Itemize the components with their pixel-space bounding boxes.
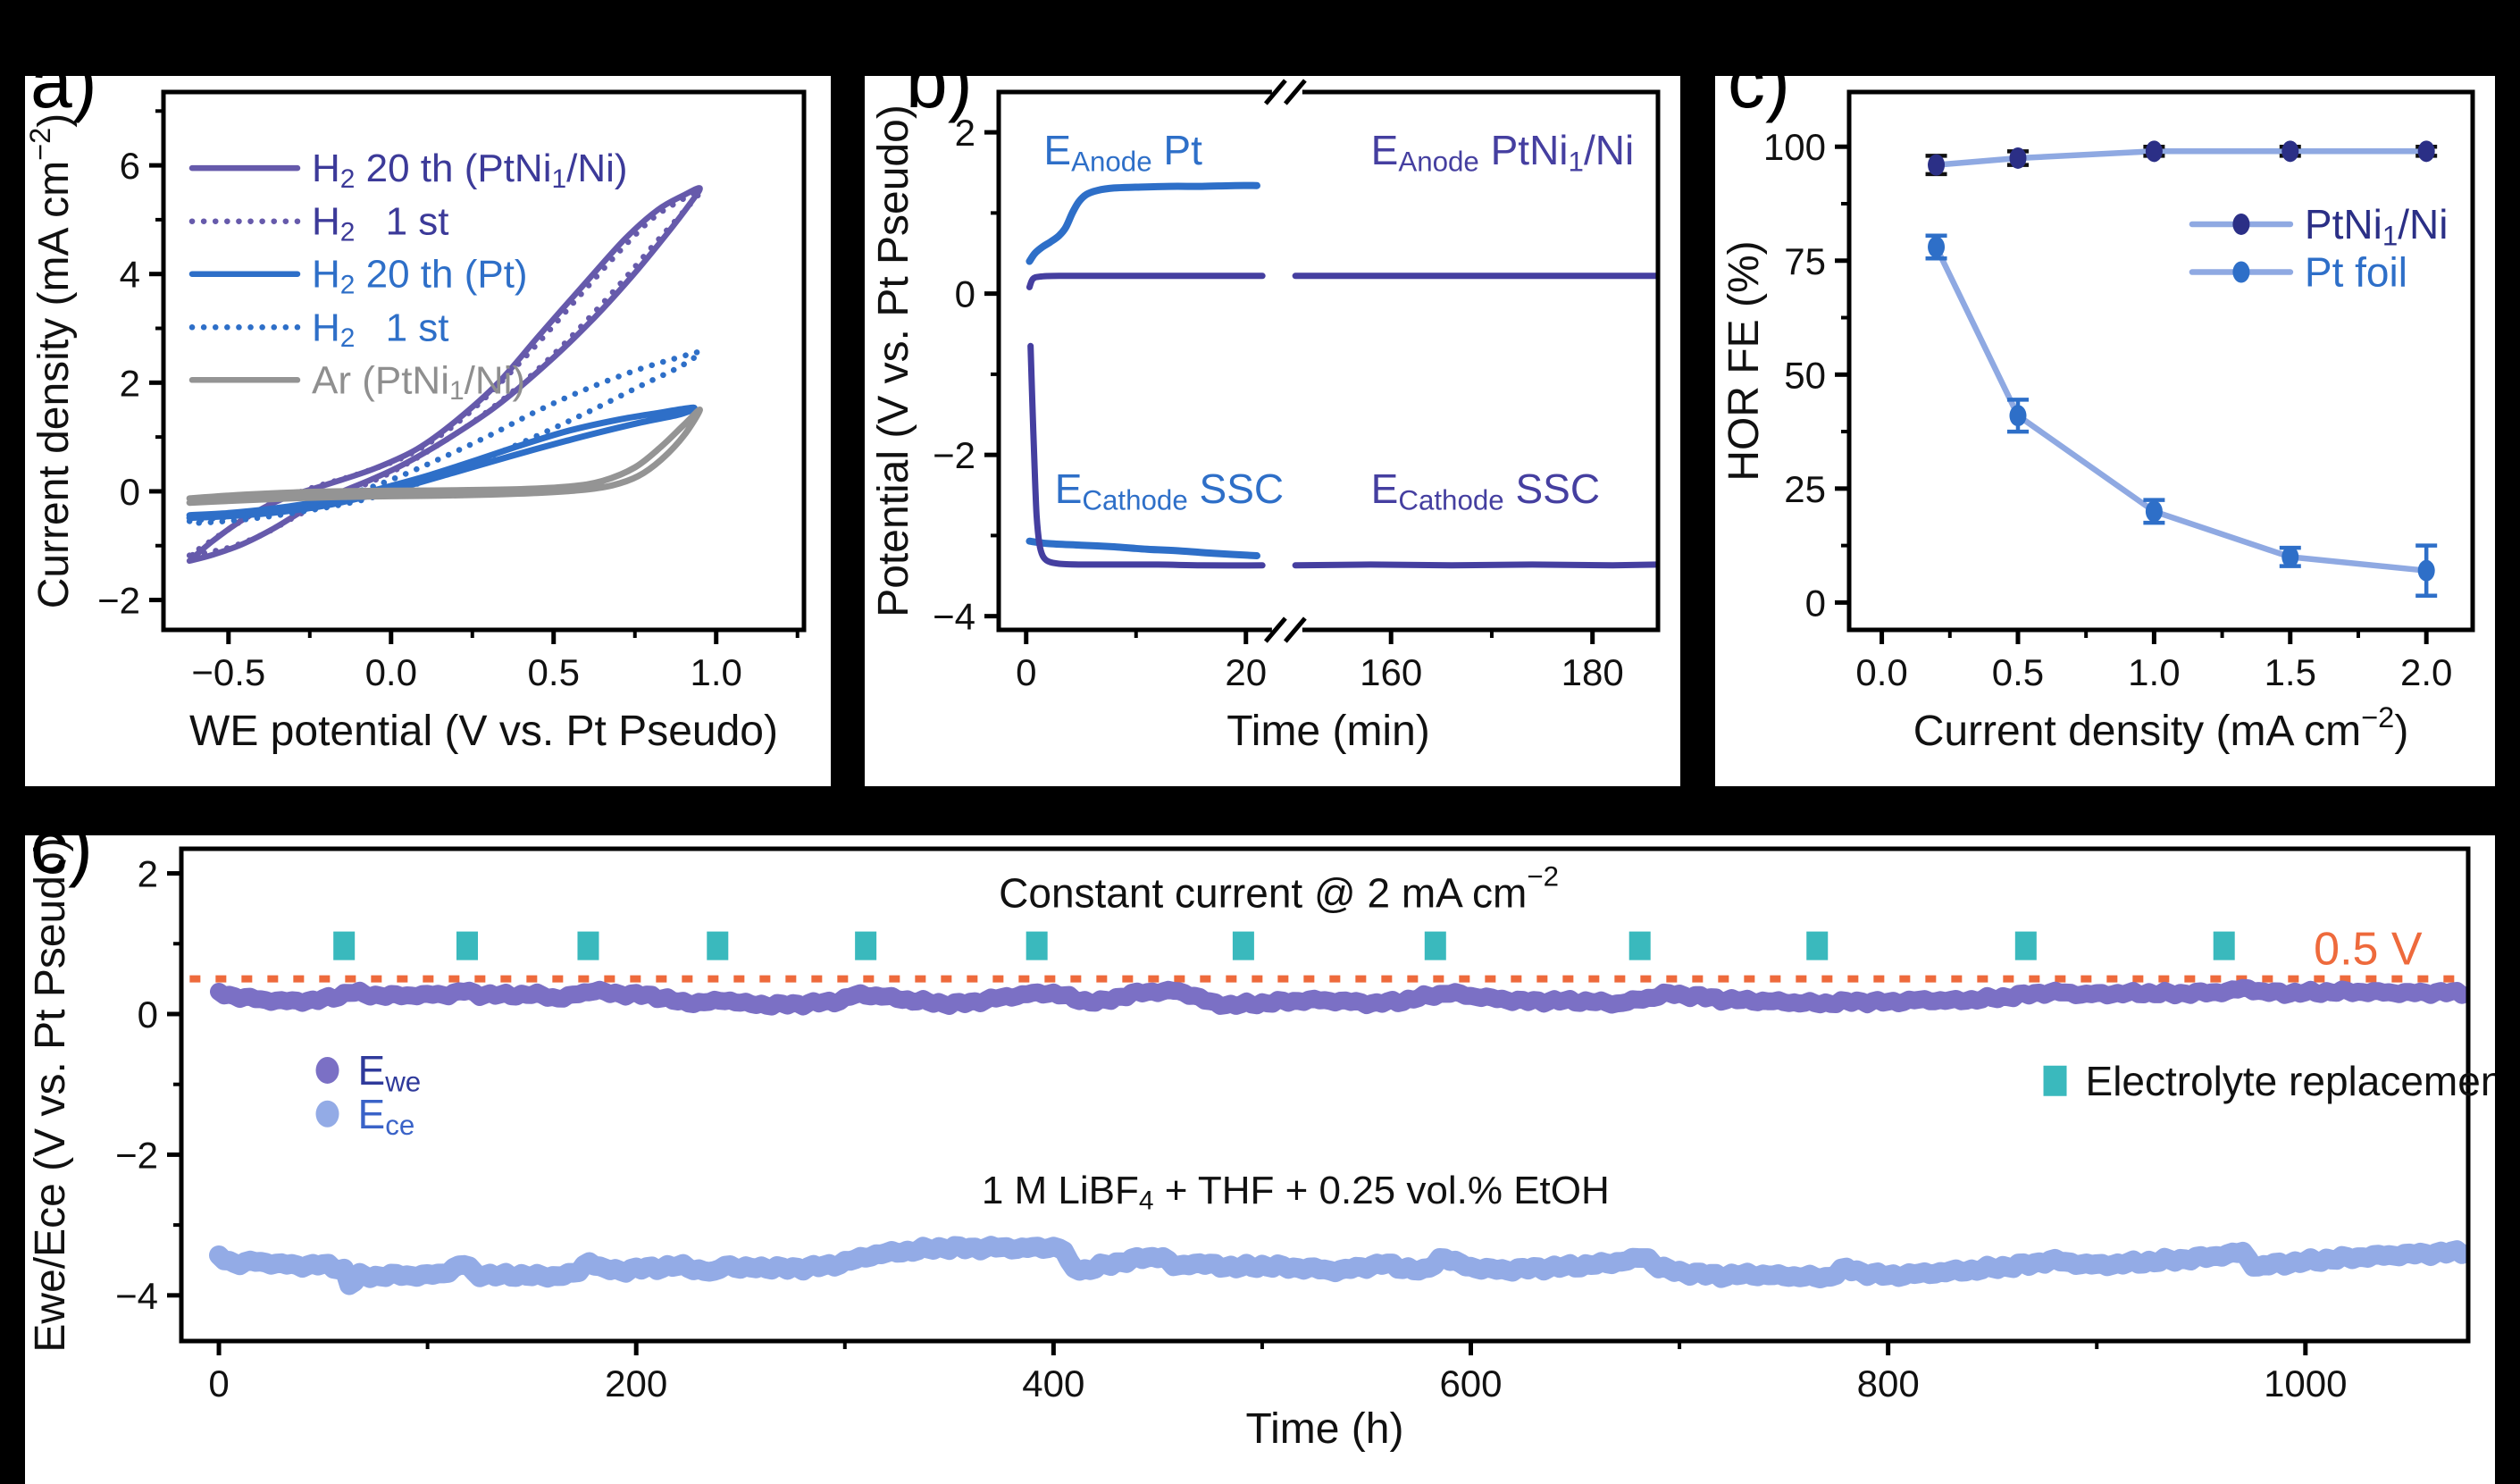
panel-label-c: c) <box>1728 76 1790 123</box>
svg-text:0.5: 0.5 <box>1992 651 2044 693</box>
svg-text:6: 6 <box>120 145 140 187</box>
svg-text:0: 0 <box>138 994 158 1035</box>
svg-text:Current density (mA cm−2): Current density (mA cm−2) <box>1913 700 2409 755</box>
svg-text:WE potential (V vs. Pt Pseudo): WE potential (V vs. Pt Pseudo) <box>189 708 778 755</box>
svg-text:Ece: Ece <box>358 1091 415 1141</box>
svg-text:2: 2 <box>955 112 975 154</box>
stability-chart: 0 200 400 600 800 1000 2 0 −2 −4 Time (h) Ewe/Ece (… <box>27 837 2495 1453</box>
svg-text:H2 20 th (Pt): H2 20 th (Pt) <box>312 252 528 299</box>
svg-text:H2 1 st: H2 1 st <box>312 199 449 247</box>
svg-text:ECathode SSC: ECathode SSC <box>1371 465 1600 516</box>
svg-text:Ar (PtNi1/Ni): Ar (PtNi1/Ni) <box>312 358 525 406</box>
svg-text:H2 1 st: H2 1 st <box>312 306 449 353</box>
svg-text:75: 75 <box>1784 240 1826 282</box>
svg-text:EAnode PtNi1/Ni: EAnode PtNi1/Ni <box>1371 127 1635 177</box>
svg-text:0: 0 <box>120 471 140 513</box>
svg-text:−2: −2 <box>933 434 975 476</box>
svg-text:200: 200 <box>605 1362 667 1404</box>
hor-fe-chart: 0.0 0.5 1.0 1.5 2.0 0 25 50 75 100 Current density… <box>1720 89 2475 755</box>
svg-text:1.0: 1.0 <box>691 651 742 693</box>
svg-text:−4: −4 <box>933 596 975 638</box>
panel-potential-vs-time: b) 0 20 160 180 2 0 −2 −4 Time (min) Potential (V… <box>865 76 1680 786</box>
panel-label-d: c) <box>30 835 93 888</box>
svg-text:−2: −2 <box>97 580 140 622</box>
svg-text:0.5 V: 0.5 V <box>2314 924 2423 976</box>
panel-cv-curves: a) −0.5 0.0 0.5 1.0 −2 0 2 4 6 WE potential (V vs… <box>25 76 831 786</box>
svg-text:800: 800 <box>1857 1362 1920 1404</box>
svg-text:ECathode SSC: ECathode SSC <box>1055 465 1284 516</box>
svg-text:0.0: 0.0 <box>365 651 417 693</box>
svg-text:1 M LiBF4 + THF + 0.25 vol.% E: 1 M LiBF4 + THF + 0.25 vol.% EtOH <box>982 1168 1610 1215</box>
svg-text:0: 0 <box>1805 582 1826 624</box>
svg-text:600: 600 <box>1439 1362 1502 1404</box>
svg-text:1000: 1000 <box>2264 1362 2347 1404</box>
svg-text:2: 2 <box>138 853 158 895</box>
svg-text:50: 50 <box>1784 354 1826 396</box>
svg-text:20: 20 <box>1225 651 1267 693</box>
svg-text:0.0: 0.0 <box>1855 651 1907 693</box>
svg-text:H2 20 th (PtNi1/Ni): H2 20 th (PtNi1/Ni) <box>312 147 628 194</box>
svg-text:160: 160 <box>1360 651 1422 693</box>
svg-text:25: 25 <box>1784 468 1826 510</box>
svg-text:Potential (V vs. Pt Pseudo): Potential (V vs. Pt Pseudo) <box>870 105 917 617</box>
svg-text:0: 0 <box>955 273 975 315</box>
svg-text:Time (h): Time (h) <box>1246 1405 1404 1453</box>
svg-text:PtNi1/Ni: PtNi1/Ni <box>2305 201 2449 251</box>
svg-text:1.0: 1.0 <box>2128 651 2180 693</box>
svg-text:Constant current @ 2 mA cm−2: Constant current @ 2 mA cm−2 <box>999 860 1559 917</box>
svg-text:0.5: 0.5 <box>528 651 580 693</box>
svg-text:−4: −4 <box>115 1275 158 1317</box>
svg-text:Current density (mA cm−2): Current density (mA cm−2) <box>25 113 78 609</box>
cv-chart: −0.5 0.0 0.5 1.0 −2 0 2 4 6 WE potential (V vs. P… <box>25 89 807 755</box>
svg-text:HOR FE (%): HOR FE (%) <box>1720 240 1768 481</box>
svg-text:−0.5: −0.5 <box>191 651 265 693</box>
panel-label-a: a) <box>30 76 97 123</box>
svg-text:Time (min): Time (min) <box>1227 708 1430 755</box>
panel-long-term-stability: c) 0 200 400 600 800 1000 2 0 −2 −4 Time (h) Ewe/Ec… <box>25 835 2495 1484</box>
svg-text:1.5: 1.5 <box>2265 651 2316 693</box>
svg-text:2.0: 2.0 <box>2400 651 2452 693</box>
svg-text:Ewe: Ewe <box>358 1047 422 1097</box>
svg-text:180: 180 <box>1561 651 1624 693</box>
svg-text:Ewe/Ece (V vs. Pt Pseudo): Ewe/Ece (V vs. Pt Pseudo) <box>27 837 74 1352</box>
panel-label-b: b) <box>906 76 973 123</box>
svg-text:−2: −2 <box>115 1134 158 1176</box>
svg-text:4: 4 <box>120 254 140 296</box>
svg-text:0: 0 <box>208 1362 229 1404</box>
svg-text:2: 2 <box>120 362 140 404</box>
svg-text:Pt foil: Pt foil <box>2305 249 2407 296</box>
svg-text:Electrolyte replacement: Electrolyte replacement <box>2086 1058 2495 1104</box>
svg-text:100: 100 <box>1763 126 1826 168</box>
svg-text:400: 400 <box>1022 1362 1084 1404</box>
panel-hor-fe: c) 0.0 0.5 1.0 1.5 2.0 0 25 50 75 100 Current dens… <box>1715 76 2495 786</box>
svg-text:EAnode Pt: EAnode Pt <box>1043 127 1202 177</box>
svg-text:0: 0 <box>1016 651 1036 693</box>
